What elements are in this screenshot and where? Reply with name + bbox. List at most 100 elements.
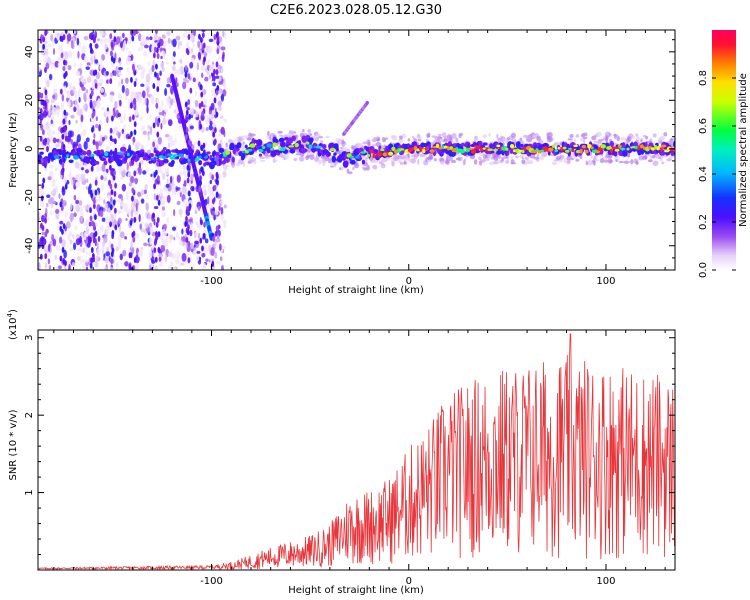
heat-vstreak [39,108,43,115]
heat-speckle [126,56,132,62]
heat-hot [614,148,620,152]
heat-speckle [127,36,132,46]
heat-hot [554,149,558,153]
heat-vstreak [42,36,46,43]
heat-speckle [83,92,87,102]
heat-vstreak [132,65,136,72]
heat-speckle [205,258,209,262]
heat-speckle [145,73,151,83]
heat-vstreak [184,71,188,78]
heat-hot [610,149,613,154]
heat-speckle [176,82,179,87]
heat-speckle [278,134,284,137]
heat-speckle [162,172,166,180]
heat-speckle [149,36,153,41]
heat-speckle [91,80,95,90]
heat-speckle [212,123,217,128]
heat-speckle [192,30,197,37]
heat-speckle [125,87,130,97]
heat-speckle [140,45,143,51]
heat-vstreak [155,30,158,35]
heat-speckle [218,80,223,85]
heat-speckle [197,232,201,239]
heat-speckle [219,256,223,262]
heat-vstreak [200,219,203,226]
heat-speckle [439,138,445,142]
heat-speckle [52,107,58,116]
heat-speckle [47,44,52,48]
heat-speckle [130,209,134,218]
heat-speckle [599,158,605,164]
heat-speckle [631,135,636,139]
heat-speckle [641,155,648,160]
heat-speckle [119,116,124,124]
heat-speckle [207,196,210,205]
heat-speckle [496,133,499,140]
heat-speckle [176,200,181,206]
heat-hot [104,151,109,157]
heat-vstreak [216,173,219,180]
heat-speckle [208,259,211,263]
heat-vstreak [156,52,160,59]
heat-speckle [140,70,145,80]
heat-speckle [95,116,98,122]
heat-speckle [186,42,190,48]
heat-speckle [598,138,604,142]
heat-core [349,159,356,165]
heat-vstreak [216,155,219,162]
heat-vstreak [199,179,202,186]
heat-speckle [135,202,138,212]
heat-hot [521,149,525,154]
heat-speckle [137,250,143,258]
heat-speckle [583,132,588,137]
spectrogram-ytick-label: -40 [24,238,35,254]
heat-speckle [46,79,50,88]
heat-speckle [161,201,164,206]
heat-speckle [97,97,101,106]
heat-vstreak [90,90,94,97]
heat-speckle [277,130,283,134]
heat-vstreak [200,190,203,197]
snr-xtick-label: 100 [596,576,615,587]
heat-speckle [75,70,81,76]
heat-speckle [163,231,168,237]
heat-hot [424,146,429,151]
heat-speckle [146,87,149,97]
heat-speckle [166,194,171,204]
heat-speckle [101,136,106,142]
heat-speckle [160,62,164,69]
heat-speckle [295,153,302,156]
heat-speckle [75,120,78,124]
heat-vstreak [153,171,157,178]
heat-speckle [96,242,99,248]
heat-vstreak [39,122,43,129]
heat-vstreak [153,46,157,53]
heat-hot [272,142,277,148]
heat-speckle [103,199,106,205]
heat-vstreak [42,177,46,184]
heat-vstreak [133,216,137,223]
heat-speckle [124,236,128,240]
spectrogram-xtick-label: -100 [200,276,223,287]
heat-speckle [45,44,48,53]
heat-speckle [337,139,342,144]
heat-core [342,160,349,168]
heat-speckle [52,188,57,197]
heat-core [266,147,272,154]
heat-speckle [184,64,188,71]
heat-core [425,150,429,154]
heat-speckle [555,156,561,161]
heat-speckle [166,178,169,185]
heat-speckle [189,61,194,69]
heat-speckle [160,244,166,252]
heat-speckle [174,267,177,270]
heat-hot [407,147,413,153]
heat-speckle [69,213,75,221]
heat-hot [617,144,622,148]
heat-vstreak [184,221,188,228]
heat-core [244,144,248,149]
heat-vstreak [91,112,95,119]
snr-series-line [38,333,675,570]
heat-speckle [83,140,89,150]
heat-speckle [551,161,557,166]
